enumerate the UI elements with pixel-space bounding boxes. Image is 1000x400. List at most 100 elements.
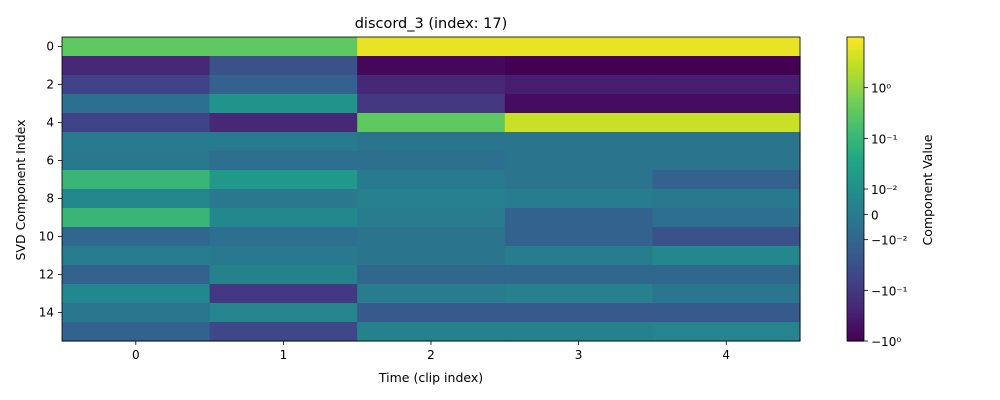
colorbar-segment: [847, 272, 864, 276]
heatmap-cell: [652, 284, 801, 304]
colorbar-segment: [847, 280, 864, 284]
colorbar-segment: [847, 300, 864, 304]
colorbar-segment: [847, 47, 864, 51]
colorbar-label: Component Value: [920, 134, 935, 245]
x-tick-label: 3: [575, 348, 583, 362]
colorbar-segment: [847, 209, 864, 213]
heatmap-cell: [357, 208, 506, 228]
heatmap-cell: [504, 227, 653, 247]
colorbar-segment: [847, 123, 864, 127]
colorbar-segment: [847, 297, 864, 302]
y-tick-label: 10: [39, 230, 54, 244]
y-tick-label: 2: [46, 78, 54, 92]
colorbar-segment: [847, 328, 864, 332]
colorbar-segment: [847, 166, 864, 170]
colorbar-segment: [847, 82, 864, 86]
heatmap-cell: [62, 246, 211, 266]
x-tick-label: 1: [280, 348, 288, 362]
colorbar-segment: [847, 252, 864, 256]
heatmap-cell: [209, 94, 358, 114]
heatmap-cell: [652, 322, 801, 342]
colorbar-segment: [847, 201, 864, 205]
heatmap-cell: [62, 322, 211, 342]
colorbar-segment: [847, 239, 864, 243]
heatmap-cell: [652, 303, 801, 323]
colorbar-segment: [847, 72, 864, 76]
heatmap-cell: [652, 151, 801, 171]
colorbar-segment: [847, 315, 864, 319]
colorbar-segment: [847, 130, 864, 134]
heatmap-cell: [62, 94, 211, 114]
heatmap-cell: [504, 75, 653, 95]
colorbar-segment: [847, 181, 864, 185]
colorbar-segment: [847, 232, 864, 236]
y-tick-label: 14: [39, 306, 54, 320]
colorbar-strip: [846, 36, 865, 342]
colorbar-segment: [847, 216, 864, 220]
heatmap-cell: [209, 113, 358, 133]
heatmap-cell: [357, 170, 506, 190]
colorbar-segment: [847, 227, 864, 231]
colorbar-segment: [847, 153, 864, 157]
colorbar-segment: [847, 262, 864, 266]
heatmap-cell: [62, 208, 211, 228]
heatmap-cell: [504, 132, 653, 152]
colorbar-segment: [847, 204, 864, 208]
colorbar-segment: [847, 140, 864, 144]
colorbar-segment: [847, 267, 864, 271]
colorbar-segment: [847, 320, 864, 324]
colorbar-segment: [847, 189, 864, 193]
heatmap-cell: [357, 189, 506, 209]
heatmap-cell: [62, 170, 211, 190]
colorbar-segment: [847, 287, 864, 291]
colorbar-segment: [847, 323, 864, 327]
colorbar-segment: [847, 133, 864, 137]
colorbar-segment: [847, 97, 864, 101]
colorbar-segment: [847, 151, 864, 155]
y-tick-label: 4: [46, 116, 54, 130]
heatmap-cell: [504, 170, 653, 190]
heatmap-cell: [357, 227, 506, 247]
heatmap-cell: [62, 284, 211, 304]
colorbar-segment: [847, 310, 864, 314]
colorbar-segment: [847, 102, 864, 106]
heatmap-cell: [652, 189, 801, 209]
heatmap-cell: [504, 189, 653, 209]
colorbar-segment: [847, 292, 864, 296]
heatmap-cell: [62, 113, 211, 133]
heatmap-cell: [652, 75, 801, 95]
heatmap-cell: [504, 151, 653, 171]
heatmap-cell: [357, 113, 506, 133]
colorbar-segment: [847, 77, 864, 81]
colorbar-segment: [847, 143, 864, 147]
colorbar-segment: [847, 178, 864, 182]
colorbar-segment: [847, 206, 864, 210]
heatmap-cell: [62, 132, 211, 152]
colorbar-segment: [847, 54, 864, 58]
colorbar-segment: [847, 335, 864, 340]
heatmap-cell: [209, 189, 358, 209]
heatmap-cell: [62, 56, 211, 76]
heatmap-cell: [209, 37, 358, 57]
colorbar-tick-label: −10⁰: [871, 335, 901, 349]
colorbar-segment: [847, 214, 864, 218]
heatmap-cell: [504, 322, 653, 342]
colorbar-segment: [847, 59, 864, 63]
colorbar-segment: [847, 75, 864, 79]
colorbar-segment: [847, 85, 864, 89]
x-axis-label: Time (clip index): [378, 370, 483, 385]
heatmap-cell: [357, 151, 506, 171]
colorbar-segment: [847, 186, 864, 190]
colorbar-ticks: 10⁰ 10⁻¹ 10⁻² 0 −10⁻² −10⁻¹ −10⁰: [864, 82, 908, 349]
colorbar-segment: [847, 295, 864, 299]
colorbar-segment: [847, 148, 864, 152]
colorbar-segment: [847, 211, 864, 215]
x-tick-label: 4: [722, 348, 730, 362]
heatmap-cell: [652, 37, 801, 57]
heatmap-cell: [504, 284, 653, 304]
colorbar-segment: [847, 171, 864, 175]
heatmap-cell: [62, 189, 211, 209]
heatmap-cell: [62, 227, 211, 247]
heatmap-cell: [357, 246, 506, 266]
